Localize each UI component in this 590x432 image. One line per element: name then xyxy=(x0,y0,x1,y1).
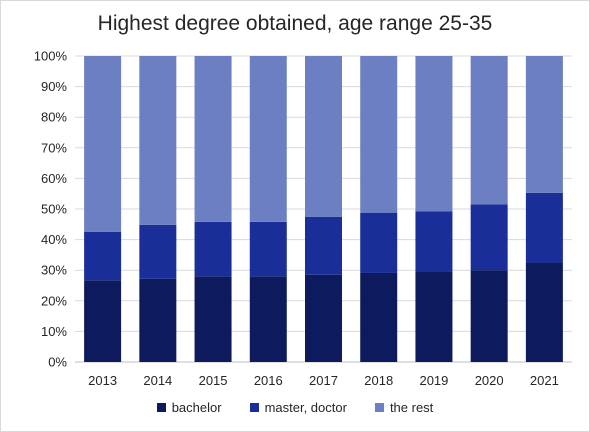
bar-segment-master-doctor-2019 xyxy=(415,211,453,272)
bar-segment-the-rest-2019 xyxy=(415,56,453,212)
bar-segment-bachelor-2017 xyxy=(305,274,342,362)
legend-item-the-rest: the rest xyxy=(374,400,434,415)
bar-segment-the-rest-2015 xyxy=(194,56,232,222)
bar-segment-master-doctor-2021 xyxy=(525,192,563,263)
x-tick-label: 2015 xyxy=(199,373,228,388)
bar-segment-bachelor-2018 xyxy=(360,272,398,362)
bar-segment-master-doctor-2013 xyxy=(84,231,122,281)
bar-segment-bachelor-2020 xyxy=(470,270,508,362)
bar-segment-the-rest-2016 xyxy=(249,56,287,222)
bar-segment-master-doctor-2015 xyxy=(194,221,232,277)
chart-title: Highest degree obtained, age range 25-35 xyxy=(97,12,493,35)
y-tick-label: 90% xyxy=(41,79,67,94)
x-tick-label: 2013 xyxy=(88,373,117,388)
y-tick-label: 0% xyxy=(48,355,67,370)
y-tick-label: 70% xyxy=(41,140,67,155)
bar-segment-master-doctor-2017 xyxy=(305,216,342,275)
legend-swatch-master-doctor xyxy=(249,403,259,412)
bar-segment-the-rest-2014 xyxy=(139,56,177,225)
y-tick-label: 100% xyxy=(34,49,68,64)
bar-segment-bachelor-2019 xyxy=(415,271,453,362)
bar-segment-the-rest-2013 xyxy=(84,56,122,232)
y-tick-label: 60% xyxy=(41,171,67,186)
y-tick-label: 30% xyxy=(41,263,67,278)
bar-segment-master-doctor-2016 xyxy=(249,221,287,277)
x-tick-label: 2019 xyxy=(419,373,448,388)
y-tick-label: 50% xyxy=(41,202,67,217)
x-tick-label: 2017 xyxy=(309,373,338,388)
legend-label-master-doctor: master, doctor xyxy=(264,400,347,415)
bar-segment-the-rest-2020 xyxy=(470,56,508,205)
bar-segment-master-doctor-2014 xyxy=(139,224,177,279)
legend-swatch-the-rest xyxy=(374,403,384,412)
legend-swatch-bachelor xyxy=(156,403,166,412)
bar-segment-the-rest-2021 xyxy=(525,56,563,193)
y-tick-label: 80% xyxy=(41,110,67,125)
bar-segment-the-rest-2018 xyxy=(360,56,398,213)
y-tick-label: 40% xyxy=(41,232,67,247)
legend-label-the-rest: the rest xyxy=(389,400,434,415)
legend-item-master-doctor: master, doctor xyxy=(249,400,347,415)
x-tick-label: 2016 xyxy=(254,373,283,388)
bar-segment-master-doctor-2020 xyxy=(470,204,508,271)
bar-segment-bachelor-2016 xyxy=(249,276,287,362)
bar-segment-master-doctor-2018 xyxy=(360,212,398,273)
y-tick-label: 20% xyxy=(41,293,67,308)
bar-segment-bachelor-2013 xyxy=(84,280,122,362)
x-tick-label: 2020 xyxy=(475,373,504,388)
x-tick-label: 2018 xyxy=(364,373,393,388)
legend-item-bachelor: bachelor xyxy=(156,400,222,415)
y-tick-label: 10% xyxy=(41,324,67,339)
bar-segment-the-rest-2017 xyxy=(305,56,342,217)
x-tick-label: 2014 xyxy=(143,373,172,388)
bar-segment-bachelor-2014 xyxy=(139,278,177,362)
stacked-bar-chart: 0% 10% 20% 30% 40% 50% 60% 70% 80% 90% 100% 2013 201… xyxy=(34,49,572,388)
x-tick-label: 2021 xyxy=(530,373,559,388)
legend-label-bachelor: bachelor xyxy=(171,400,222,415)
bar-segment-bachelor-2015 xyxy=(194,276,232,362)
legend: bachelor master, doctor the rest xyxy=(0,400,590,415)
bar-segment-bachelor-2021 xyxy=(525,262,563,362)
